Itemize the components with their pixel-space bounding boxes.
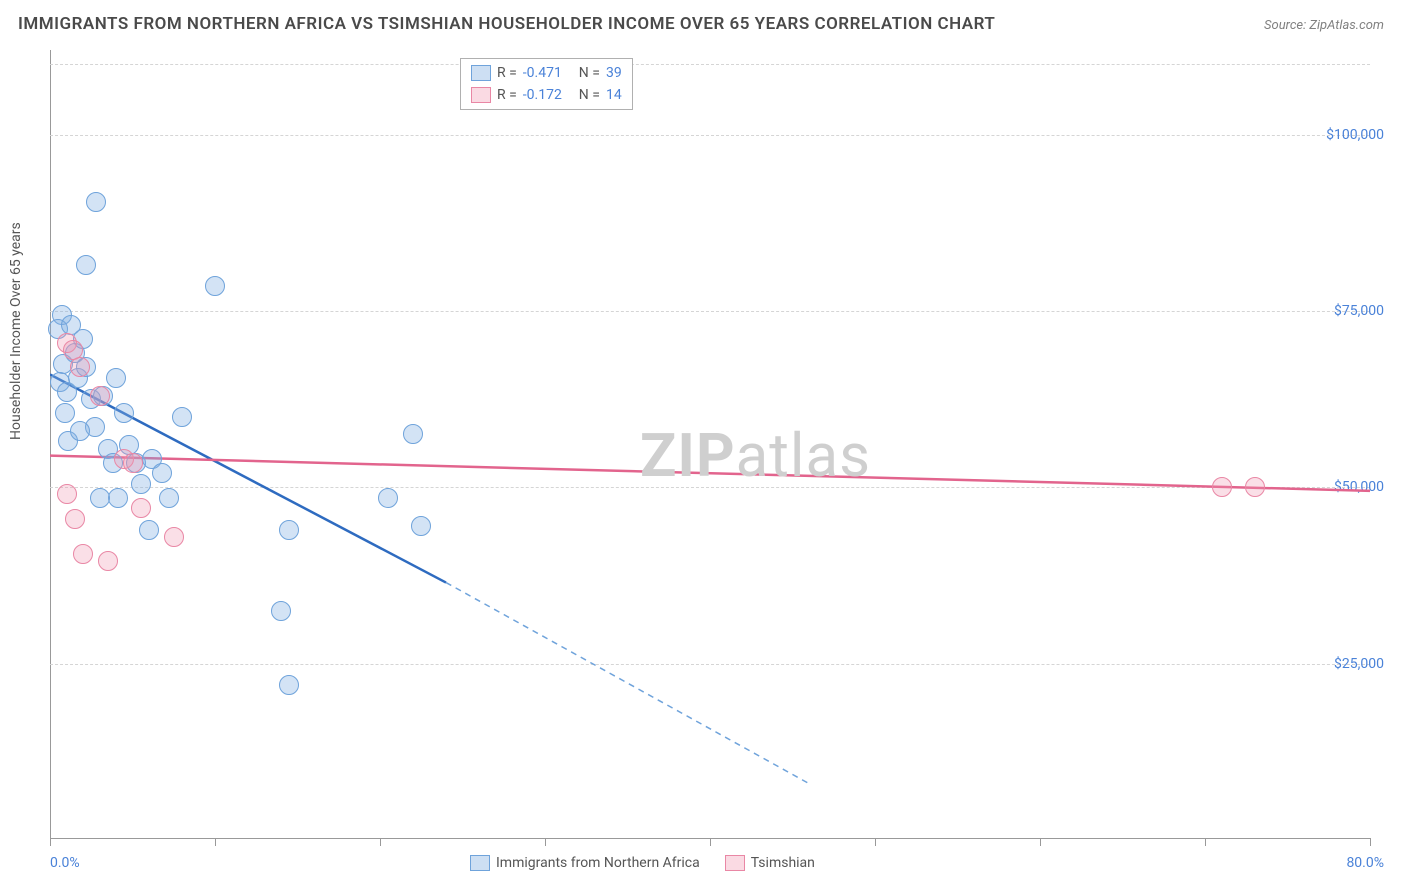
chart-title: IMMIGRANTS FROM NORTHERN AFRICA VS TSIMS…	[18, 14, 995, 34]
legend-item-pink: Tsimshian	[725, 855, 815, 871]
point-pink	[123, 453, 143, 473]
point-pink	[98, 551, 118, 571]
legend-item-blue: Immigrants from Northern Africa	[470, 855, 700, 871]
x-min-label: 0.0%	[50, 855, 80, 871]
y-axis-label: Householder Income Over 65 years	[8, 222, 24, 440]
point-blue	[106, 368, 126, 388]
point-pink	[164, 527, 184, 547]
point-blue	[378, 488, 398, 508]
point-blue	[411, 516, 431, 536]
legend-series: Immigrants from Northern Africa Tsimshia…	[470, 855, 815, 871]
point-blue	[172, 407, 192, 427]
x-max-label: 80.0%	[1346, 855, 1384, 871]
point-pink	[131, 498, 151, 518]
point-pink	[70, 357, 90, 377]
y-tick-label: $75,000	[1334, 303, 1384, 319]
y-tick-label: $100,000	[1326, 127, 1384, 143]
point-pink	[1245, 477, 1265, 497]
point-blue	[403, 424, 423, 444]
point-blue	[205, 276, 225, 296]
legend-row-pink: R = -0.172 N = 14	[471, 84, 622, 106]
point-pink	[73, 544, 93, 564]
point-pink	[65, 509, 85, 529]
point-blue	[108, 488, 128, 508]
watermark: ZIPatlas	[640, 420, 871, 491]
point-blue	[55, 403, 75, 423]
point-blue	[279, 520, 299, 540]
regression-lines	[50, 50, 1370, 840]
point-blue	[131, 474, 151, 494]
swatch-blue-icon	[471, 65, 491, 81]
point-blue	[90, 488, 110, 508]
y-axis	[50, 50, 51, 840]
point-blue	[70, 421, 90, 441]
point-blue	[271, 601, 291, 621]
swatch-pink-icon	[725, 855, 745, 871]
legend-row-blue: R = -0.471 N = 39	[471, 62, 622, 84]
point-pink	[1212, 477, 1232, 497]
point-blue	[159, 488, 179, 508]
y-tick-label: $25,000	[1334, 656, 1384, 672]
swatch-blue-icon	[470, 855, 490, 871]
point-blue	[76, 255, 96, 275]
point-blue	[139, 520, 159, 540]
point-blue	[86, 192, 106, 212]
point-blue	[279, 675, 299, 695]
legend-correlation: R = -0.471 N = 39 R = -0.172 N = 14	[460, 58, 633, 110]
point-pink	[57, 484, 77, 504]
y-tick-label: $50,000	[1334, 479, 1384, 495]
swatch-pink-icon	[471, 87, 491, 103]
point-blue	[152, 463, 172, 483]
point-blue	[114, 403, 134, 423]
source-label: Source: ZipAtlas.com	[1264, 18, 1384, 33]
point-pink	[90, 386, 110, 406]
